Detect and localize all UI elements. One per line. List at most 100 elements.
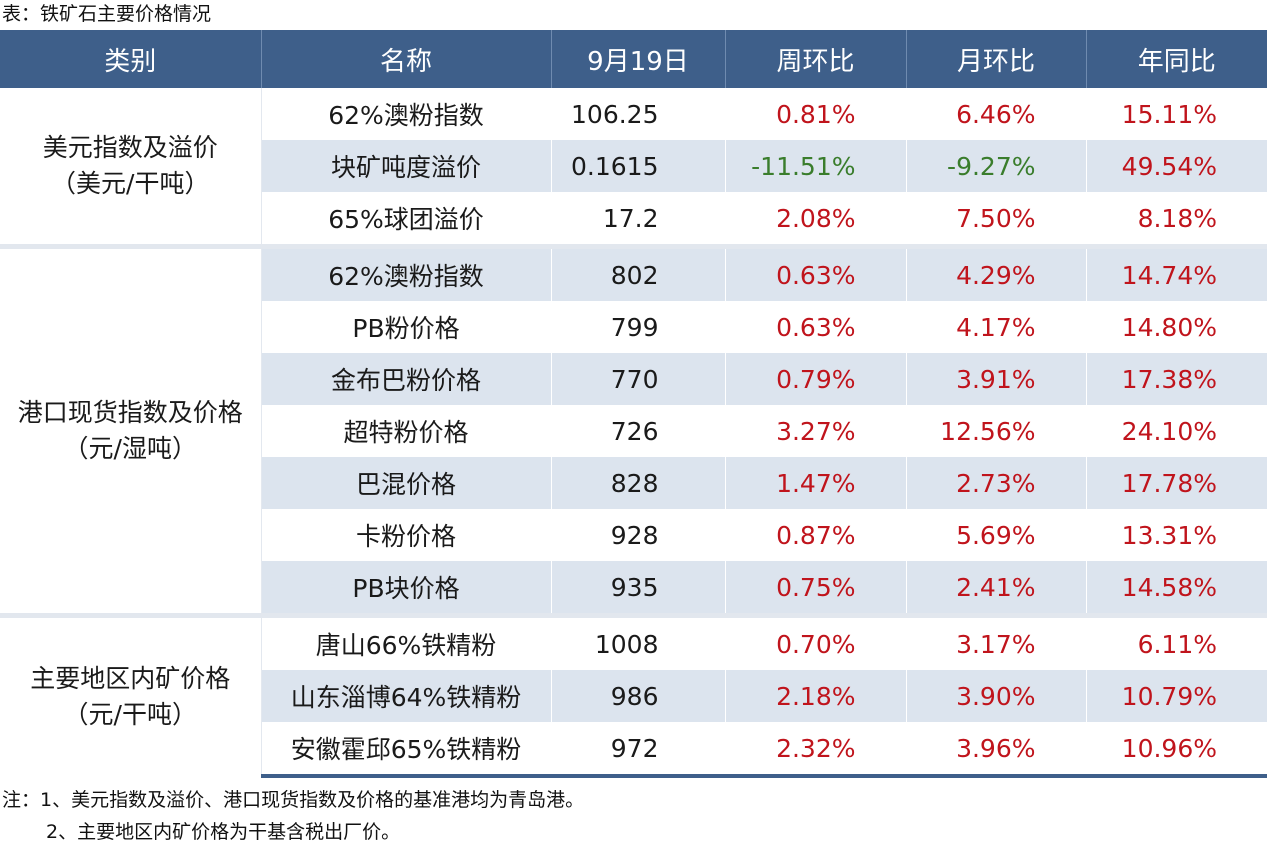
year-change: 13.31%	[1086, 509, 1267, 561]
table-row: 美元指数及溢价 （美元/干吨） 62%澳粉指数 106.25 0.81% 6.46% 15.…	[0, 88, 1267, 247]
header-month-change: 月环比	[906, 30, 1087, 88]
table-notes: 注：1、美元指数及溢价、港口现货指数及价格的基准港均为青岛港。 2、主要地区内矿…	[2, 784, 584, 848]
month-change: 3.90%	[906, 670, 1087, 722]
year-change: 14.80%	[1086, 301, 1267, 353]
category-label: （元/干吨）	[63, 700, 197, 729]
note-2: 2、主要地区内矿价格为干基含税出厂价。	[46, 821, 401, 843]
year-change: 14.58%	[1086, 561, 1267, 616]
header-name: 名称	[261, 30, 552, 88]
week-change: 0.81%	[725, 88, 907, 140]
category-label: 美元指数及溢价	[42, 133, 218, 162]
category-label: 港口现货指数及价格	[17, 398, 243, 427]
year-change: 24.10%	[1086, 405, 1267, 457]
table-body: 美元指数及溢价 （美元/干吨） 62%澳粉指数 106.25 0.81% 6.46% 15.…	[0, 88, 1267, 778]
category-cell: 主要地区内矿价格 （元/干吨）	[0, 613, 262, 776]
month-change: 4.17%	[906, 301, 1087, 353]
item-name: PB块价格	[261, 561, 552, 616]
month-change: 3.17%	[906, 613, 1087, 670]
month-change: -9.27%	[906, 140, 1087, 192]
month-change: 4.29%	[906, 244, 1087, 301]
item-name: 安徽霍邱65%铁精粉	[261, 722, 552, 778]
week-change: 2.32%	[725, 722, 907, 778]
year-change: 15.11%	[1086, 88, 1267, 140]
month-change: 3.96%	[906, 722, 1087, 778]
price-value: 0.1615	[551, 140, 726, 192]
category-cell: 美元指数及溢价 （美元/干吨）	[0, 88, 262, 247]
price-value: 972	[551, 722, 726, 778]
table-row: 主要地区内矿价格 （元/干吨） 唐山66%铁精粉 1008 0.70% 3.17% 6.11…	[0, 613, 1267, 776]
item-name: 65%球团溢价	[261, 192, 552, 247]
table-row: PB块价格 935 0.75% 2.41% 14.58%	[0, 561, 1267, 616]
table-row: 金布巴粉价格 770 0.79% 3.91% 17.38%	[0, 353, 1267, 405]
month-change: 7.50%	[906, 192, 1087, 247]
price-value: 828	[551, 457, 726, 509]
table-row: 超特粉价格 726 3.27% 12.56% 24.10%	[0, 405, 1267, 457]
header-year-change: 年同比	[1086, 30, 1267, 88]
week-change: 0.70%	[725, 613, 907, 670]
price-value: 17.2	[551, 192, 726, 247]
month-change: 5.69%	[906, 509, 1087, 561]
header-category: 类别	[0, 30, 262, 88]
item-name: 62%澳粉指数	[261, 88, 552, 140]
header-date: 9月19日	[551, 30, 726, 88]
price-value: 928	[551, 509, 726, 561]
price-value: 770	[551, 353, 726, 405]
item-name: 山东淄博64%铁精粉	[261, 670, 552, 722]
header-row: 类别 名称 9月19日 周环比 月环比 年同比	[0, 30, 1267, 88]
week-change: 1.47%	[725, 457, 907, 509]
table-row: 65%球团溢价 17.2 2.08% 7.50% 8.18%	[0, 192, 1267, 247]
table-row: 港口现货指数及价格 （元/湿吨） 62%澳粉指数 802 0.63% 4.29% 14.74…	[0, 244, 1267, 616]
price-value: 986	[551, 670, 726, 722]
week-change: 2.18%	[725, 670, 907, 722]
year-change: 14.74%	[1086, 244, 1267, 301]
table-caption: 表：铁矿石主要价格情况	[2, 3, 212, 25]
item-name: PB粉价格	[261, 301, 552, 353]
table-row: 巴混价格 828 1.47% 2.73% 17.78%	[0, 457, 1267, 509]
week-change: -11.51%	[725, 140, 907, 192]
year-change: 10.96%	[1086, 722, 1267, 778]
year-change: 17.38%	[1086, 353, 1267, 405]
table-row: 安徽霍邱65%铁精粉 972 2.32% 3.96% 10.96%	[0, 722, 1267, 778]
item-name: 巴混价格	[261, 457, 552, 509]
header-week-change: 周环比	[725, 30, 907, 88]
table-row: 山东淄博64%铁精粉 986 2.18% 3.90% 10.79%	[0, 670, 1267, 722]
item-name: 唐山66%铁精粉	[261, 613, 552, 670]
price-value: 726	[551, 405, 726, 457]
note-1: 注：1、美元指数及溢价、港口现货指数及价格的基准港均为青岛港。	[2, 789, 585, 811]
price-value: 799	[551, 301, 726, 353]
table-row: 块矿吨度溢价 0.1615 -11.51% -9.27% 49.54%	[0, 140, 1267, 192]
category-label: （美元/干吨）	[51, 169, 210, 198]
month-change: 3.91%	[906, 353, 1087, 405]
price-value: 935	[551, 561, 726, 616]
item-name: 块矿吨度溢价	[261, 140, 552, 192]
week-change: 2.08%	[725, 192, 907, 247]
item-name: 金布巴粉价格	[261, 353, 552, 405]
month-change: 6.46%	[906, 88, 1087, 140]
item-name: 卡粉价格	[261, 509, 552, 561]
year-change: 10.79%	[1086, 670, 1267, 722]
table-row: PB粉价格 799 0.63% 4.17% 14.80%	[0, 301, 1267, 353]
month-change: 2.73%	[906, 457, 1087, 509]
year-change: 8.18%	[1086, 192, 1267, 247]
week-change: 0.87%	[725, 509, 907, 561]
price-value: 106.25	[551, 88, 726, 140]
month-change: 2.41%	[906, 561, 1087, 616]
week-change: 0.79%	[725, 353, 907, 405]
price-value: 802	[551, 244, 726, 301]
item-name: 62%澳粉指数	[261, 244, 552, 301]
table-row: 卡粉价格 928 0.87% 5.69% 13.31%	[0, 509, 1267, 561]
category-label: （元/湿吨）	[63, 434, 197, 463]
week-change: 0.75%	[725, 561, 907, 616]
week-change: 3.27%	[725, 405, 907, 457]
week-change: 0.63%	[725, 301, 907, 353]
category-label: 主要地区内矿价格	[30, 664, 231, 693]
month-change: 12.56%	[906, 405, 1087, 457]
item-name: 超特粉价格	[261, 405, 552, 457]
iron-ore-price-table: 类别 名称 9月19日 周环比 月环比 年同比 美元指数及溢价 （美元/干吨） 62…	[0, 30, 1267, 778]
year-change: 49.54%	[1086, 140, 1267, 192]
year-change: 17.78%	[1086, 457, 1267, 509]
week-change: 0.63%	[725, 244, 907, 301]
category-cell: 港口现货指数及价格 （元/湿吨）	[0, 244, 262, 616]
price-value: 1008	[551, 613, 726, 670]
